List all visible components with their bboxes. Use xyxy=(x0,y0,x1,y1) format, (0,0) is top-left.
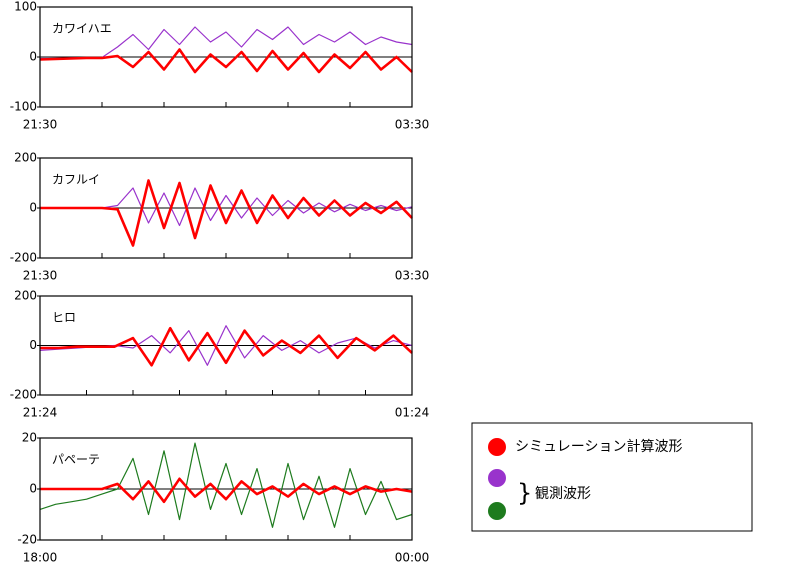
legend-label: 観測波形 xyxy=(535,485,591,502)
legend-marker xyxy=(488,502,506,520)
x-tick-label: 18:00 xyxy=(23,551,58,565)
station-label: カフルイ xyxy=(52,173,100,187)
plot-frame xyxy=(39,157,413,259)
waveform xyxy=(39,442,413,528)
y-tick-label: -200 xyxy=(10,251,37,265)
waveform xyxy=(39,48,413,74)
x-tick-label: 00:00 xyxy=(395,551,430,565)
plot-frame xyxy=(39,437,413,541)
legend-marker xyxy=(488,469,506,487)
x-tick-label: 03:30 xyxy=(395,118,430,132)
waveform xyxy=(40,326,413,367)
y-tick-label: 0 xyxy=(29,50,37,64)
y-tick-label: -20 xyxy=(17,533,37,547)
plot-frame xyxy=(39,295,413,396)
x-tick-label: 21:30 xyxy=(23,118,58,132)
y-tick-label: 200 xyxy=(14,151,37,165)
y-tick-label: 0 xyxy=(29,201,37,215)
legend-box xyxy=(471,422,753,532)
legend-marker xyxy=(488,438,506,456)
y-tick-label: -100 xyxy=(10,100,37,114)
station-label: ヒロ xyxy=(52,311,76,325)
legend-brace: } xyxy=(517,479,532,507)
waveform xyxy=(40,477,413,504)
x-tick-label: 03:30 xyxy=(395,269,430,283)
legend-label: シミュレーション計算波形 xyxy=(515,439,682,455)
y-tick-label: -200 xyxy=(10,388,37,402)
y-tick-label: 100 xyxy=(14,0,37,14)
y-tick-label: 0 xyxy=(29,338,37,352)
y-tick-label: 200 xyxy=(14,289,37,303)
station-label: カワイハエ xyxy=(52,22,112,36)
x-tick-label: 01:24 xyxy=(395,406,430,420)
station-label: パペーテ xyxy=(52,453,100,467)
plot-frame xyxy=(39,6,413,108)
x-tick-label: 21:30 xyxy=(23,269,58,283)
waveform xyxy=(40,179,413,247)
x-tick-label: 21:24 xyxy=(23,406,58,420)
y-tick-label: 20 xyxy=(22,431,37,445)
y-tick-label: 0 xyxy=(29,482,37,496)
